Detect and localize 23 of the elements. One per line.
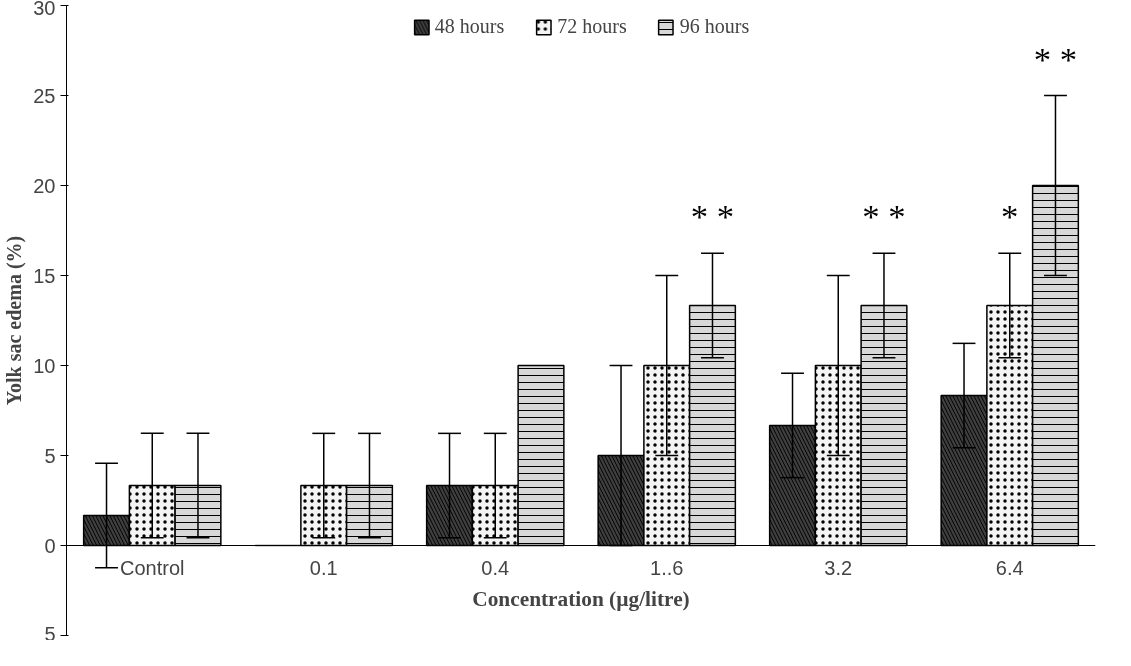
y-tick-label: 0 (44, 534, 56, 557)
y-tick-label: 30 (33, 0, 56, 19)
y-tick-label: 5 (44, 622, 56, 645)
y-tick-label: 25 (33, 84, 56, 107)
x-tick-label: Control (120, 556, 185, 579)
y-tick-label: 20 (33, 174, 56, 197)
y-axis-title: Yolk sac edema (%) (3, 235, 27, 406)
y-tick-label: 5 (44, 444, 56, 467)
legend-label: 72 hours (557, 15, 627, 38)
annotation: * * (862, 197, 906, 236)
annotation: * * (690, 197, 735, 236)
x-tick-label: 1..6 (650, 556, 684, 579)
legend-label: 96 hours (679, 15, 750, 38)
x-tick-label: 0.4 (481, 556, 510, 579)
y-tick-label: 15 (33, 264, 56, 287)
y-tick-label: 10 (33, 354, 56, 377)
x-tick-label: 0.1 (309, 556, 338, 579)
annotation: * (1001, 197, 1019, 236)
x-axis-title: Concentration (µg/litre) (472, 586, 690, 611)
annotation: * * (1033, 39, 1078, 78)
x-tick-label: 3.2 (824, 556, 853, 579)
x-tick-label: 6.4 (995, 556, 1024, 579)
legend-label: 48 hours (434, 15, 505, 38)
